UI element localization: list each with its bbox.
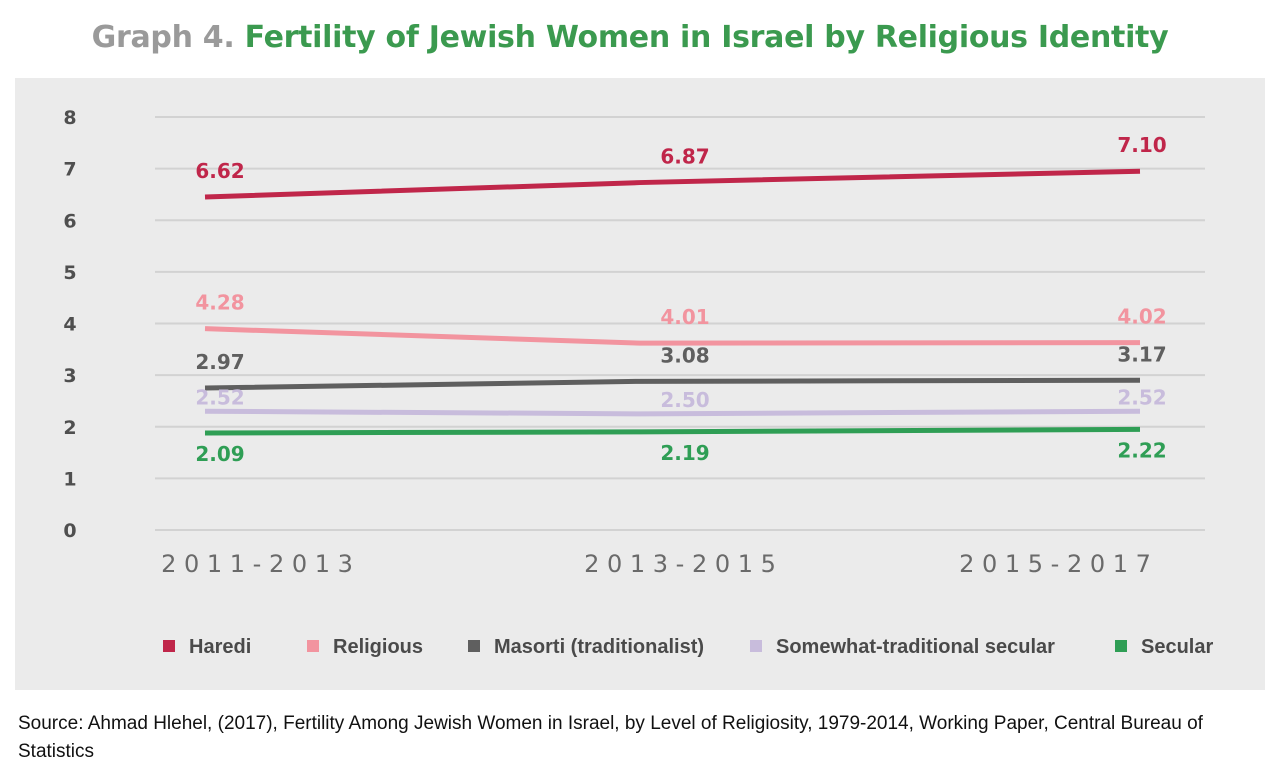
legend-label: Masorti (traditionalist) [494,636,704,658]
legend-swatch [163,640,175,652]
chart-panel: 0 1 2 3 4 5 6 7 8 2 0 1 1 - 2 0 1 3 2 0 1 3 - 2 0 … [15,78,1265,690]
data-label: 2.09 [195,442,244,466]
data-label: 2.19 [660,441,709,465]
data-label: 2.97 [195,350,244,374]
y-tick-label: 0 [63,520,76,542]
data-label: 3.08 [660,343,709,367]
data-label: 4.02 [1117,305,1166,329]
data-label: 6.62 [195,159,244,183]
x-tick-label: 2 0 1 1 - 2 0 1 3 [161,550,353,578]
data-label: 2.50 [660,388,709,412]
source-note: Source: Ahmad Hlehel, (2017), Fertility … [18,713,1203,762]
series-line-religious [204,326,1141,346]
series-line-haredi [204,168,1141,200]
x-tick-label: 2 0 1 3 - 2 0 1 5 [584,550,776,578]
data-label: 2.22 [1117,438,1166,462]
y-tick-label: 4 [63,314,76,336]
data-label: 3.17 [1117,342,1166,366]
data-label: 6.87 [660,145,709,169]
legend-label: Secular [1141,636,1213,658]
y-tick-label: 2 [63,417,76,439]
series-line-somewhat-traditional-secular [204,408,1141,417]
legend-swatch [307,640,319,652]
legend-label: Religious [333,636,423,658]
y-tick-label: 6 [63,210,76,232]
line-chart: 0 1 2 3 4 5 6 7 8 2 0 1 1 - 2 0 1 3 2 0 1 3 - 2 0 … [63,107,1213,658]
legend-swatch [750,640,762,652]
data-label: 2.52 [1117,385,1166,409]
y-tick-label: 1 [63,468,76,490]
chart-title: Graph 4. Fertility of Jewish Women in Is… [0,20,1260,55]
data-label: 4.28 [195,291,244,315]
data-label: 2.52 [195,385,244,409]
legend-swatch [1115,640,1127,652]
chart-title-prefix: Graph 4. [91,20,235,55]
y-tick-label: 5 [63,262,76,284]
y-tick-label: 8 [63,107,76,129]
legend-label: Somewhat-traditional secular [776,636,1055,658]
chart-title-main: Fertility of Jewish Women in Israel by R… [244,20,1169,55]
legend-label: Haredi [189,636,251,658]
series-line-masorti-traditionalist [204,377,1141,391]
data-label: 7.10 [1117,133,1166,157]
y-tick-label: 3 [63,365,76,387]
series-line-secular [204,426,1141,436]
y-tick-label: 7 [63,159,76,181]
data-label: 4.01 [660,305,709,329]
legend-swatch [468,640,480,652]
x-tick-label: 2 0 1 5 - 2 0 1 7 [959,550,1151,578]
